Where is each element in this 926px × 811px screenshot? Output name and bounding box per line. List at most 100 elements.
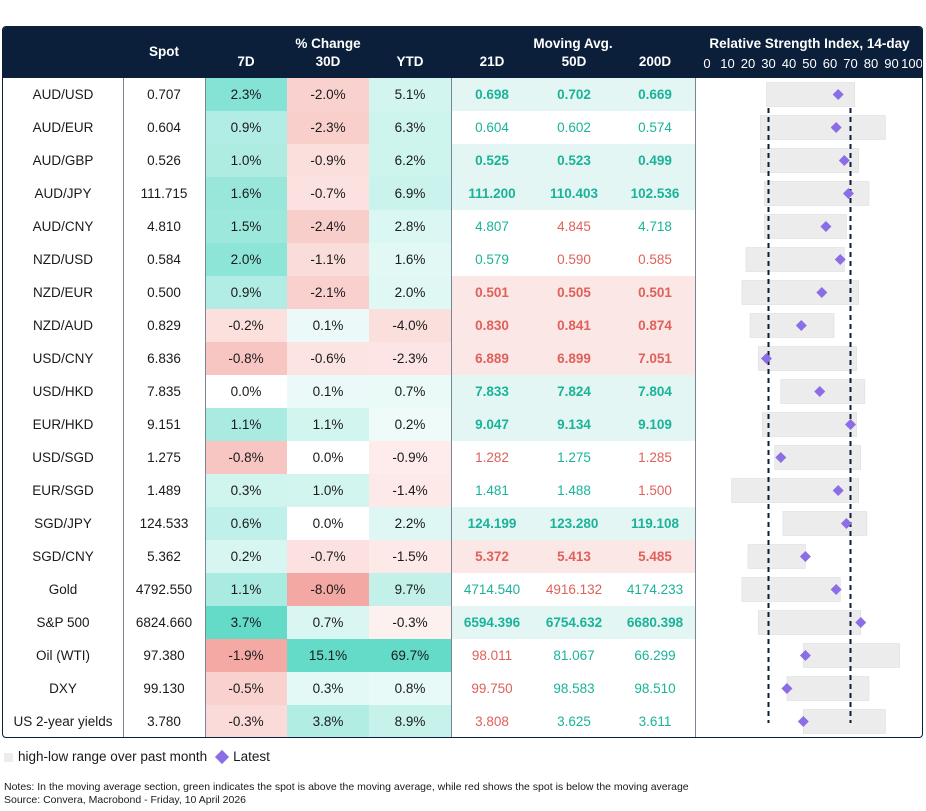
cell-7d: 1.1%: [205, 573, 287, 606]
cell-7d: 0.3%: [205, 474, 287, 507]
rsi-latest-marker: [838, 155, 850, 166]
rsi-range-bar: [803, 643, 900, 668]
cell-ma50: 6754.632: [533, 606, 615, 639]
cell-ma21: 4.807: [451, 210, 533, 243]
cell-30d: -0.7%: [287, 177, 369, 210]
row-label: EUR/SGD: [32, 483, 94, 498]
table-row: AUD/GBP 0.526 1.0% -0.9% 6.2% 0.525 0.523 0.499: [3, 144, 922, 177]
table-row: Oil (WTI) 97.380 -1.9% 15.1% 69.7% 98.011 81.0…: [3, 639, 922, 672]
cell-spot: 0.584: [147, 252, 181, 267]
cell-ma200: 98.510: [615, 672, 695, 705]
cell-ma50: 5.413: [533, 540, 615, 573]
rsi-latest-marker: [816, 287, 828, 298]
cell-ma50: 4916.132: [533, 573, 615, 606]
table-row: AUD/EUR 0.604 0.9% -2.3% 6.3% 0.604 0.602 0.574: [3, 111, 922, 144]
notes-line: Notes: In the moving average section, gr…: [4, 781, 689, 793]
rsi-range-bar: [749, 313, 835, 338]
cell-ytd: -2.3%: [369, 342, 451, 375]
cell-ytd: -4.0%: [369, 309, 451, 342]
cell-7d: 1.0%: [205, 144, 287, 177]
cell-ytd: 0.7%: [369, 375, 451, 408]
cell-ma50: 6.899: [533, 342, 615, 375]
table-row: AUD/USD 0.707 2.3% -2.0% 5.1% 0.698 0.702 0.669: [3, 78, 922, 111]
cell-ma50: 0.523: [533, 144, 615, 177]
row-label: AUD/CNY: [32, 219, 94, 234]
row-label: Gold: [48, 582, 78, 597]
rsi-latest-marker: [845, 419, 856, 430]
cell-ma200: 0.574: [615, 111, 695, 144]
rsi-range-bar: [745, 247, 845, 272]
cell-ma200: 0.501: [615, 276, 695, 309]
cell-ma50: 0.505: [533, 276, 615, 309]
cell-ma21: 7.833: [451, 375, 533, 408]
cell-ma21: 6594.396: [451, 606, 533, 639]
cell-spot: 111.715: [140, 186, 188, 201]
cell-30d: 3.8%: [287, 705, 369, 737]
cell-30d: -0.9%: [287, 144, 369, 177]
cell-spot: 0.707: [147, 87, 181, 102]
cell-ma21: 0.501: [451, 276, 533, 309]
table-row: AUD/JPY 111.715 1.6% -0.7% 6.9% 111.200 110.40…: [3, 177, 922, 210]
cell-30d: 0.0%: [287, 507, 369, 540]
cell-ma50: 110.403: [533, 177, 615, 210]
cell-ma21: 111.200: [451, 177, 533, 210]
cell-spot: 4.810: [147, 219, 181, 234]
header-spot: Spot: [149, 44, 179, 59]
table-header: Spot % Change 7D 30D YTD Moving Avg. 21D…: [3, 27, 922, 78]
cell-ytd: 6.9%: [369, 177, 451, 210]
table-row: SGD/CNY 5.362 0.2% -0.7% -1.5% 5.372 5.413 5.48…: [3, 540, 922, 573]
rsi-range-bar: [757, 346, 857, 371]
cell-30d: -2.4%: [287, 210, 369, 243]
divider-spot: [205, 78, 206, 737]
cell-ma50: 0.602: [533, 111, 615, 144]
cell-ma200: 1.285: [615, 441, 695, 474]
rsi-latest-marker: [840, 518, 852, 529]
table-row: Gold 4792.550 1.1% -8.0% 9.7% 4714.540 4916.13…: [3, 573, 922, 606]
cell-spot: 124.533: [139, 516, 189, 531]
cell-ytd: 6.2%: [369, 144, 451, 177]
cell-spot: 0.500: [147, 285, 181, 300]
cell-spot: 97.380: [143, 648, 185, 663]
rsi-latest-marker: [834, 254, 846, 265]
rsi-latest-marker: [855, 617, 867, 628]
rsi-range-bar: [764, 214, 847, 239]
legend-range-label: high-low range over past month: [18, 749, 208, 764]
cell-ma200: 0.669: [615, 78, 695, 111]
rsi-range-bar: [774, 445, 862, 470]
cell-ma200: 7.051: [615, 342, 695, 375]
cell-ytd: 0.2%: [369, 408, 451, 441]
rsi-latest-marker: [775, 452, 787, 463]
rsi-chart: [731, 82, 900, 734]
rsi-tick-label: 40: [782, 56, 796, 71]
cell-spot: 1.489: [147, 483, 181, 498]
cell-30d: 1.1%: [287, 408, 369, 441]
divider-pct: [451, 78, 452, 737]
header-pct-change: % Change: [295, 36, 361, 51]
cell-30d: -1.1%: [287, 243, 369, 276]
cell-ma200: 119.108: [615, 507, 695, 540]
cell-ma200: 0.585: [615, 243, 695, 276]
cell-ma50: 3.625: [533, 705, 615, 737]
cell-ma21: 5.372: [451, 540, 533, 573]
row-label: AUD/JPY: [34, 186, 92, 201]
rsi-tick-label: 80: [864, 56, 878, 71]
header-21d: 21D: [479, 54, 505, 69]
cell-ytd: 5.1%: [369, 78, 451, 111]
table-row: USD/CNY 6.836 -0.8% -0.6% -2.3% 6.889 6.899 7.0…: [3, 342, 922, 375]
rsi-range-bar: [757, 610, 862, 635]
rsi-range-bar: [760, 115, 886, 140]
rsi-tick-label: 20: [741, 56, 755, 71]
cell-ma200: 1.500: [615, 474, 695, 507]
cell-30d: 0.3%: [287, 672, 369, 705]
cell-ma200: 102.536: [615, 177, 695, 210]
cell-ytd: -0.9%: [369, 441, 451, 474]
cell-ma21: 0.830: [451, 309, 533, 342]
cell-30d: 15.1%: [287, 639, 369, 672]
rsi-latest-marker: [830, 584, 842, 595]
cell-7d: 0.0%: [205, 375, 287, 408]
cell-ma21: 1.282: [451, 441, 533, 474]
cell-ma200: 9.109: [615, 408, 695, 441]
cell-ytd: -0.3%: [369, 606, 451, 639]
row-label: NZD/EUR: [33, 285, 93, 300]
rsi-latest-marker: [795, 320, 807, 331]
